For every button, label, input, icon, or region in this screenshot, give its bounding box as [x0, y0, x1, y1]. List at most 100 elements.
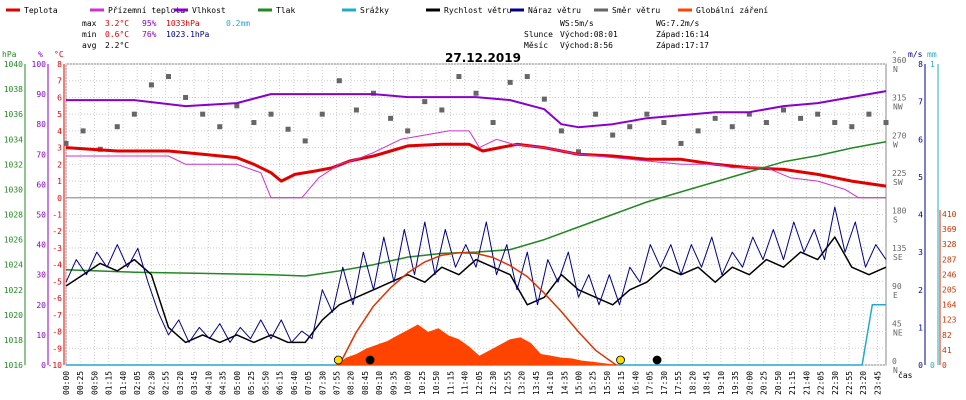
mm-unit-label: mm: [927, 50, 937, 59]
wind-dir-point: [114, 124, 120, 130]
wind-dir-point: [798, 115, 804, 121]
dir-tick-label: 180: [892, 207, 907, 216]
x-tick-label: 09:10: [375, 371, 384, 395]
legend: Teplota Přízemní teplota Vlhkost Tlak Srážky…: [6, 6, 768, 15]
wind-dir-point: [576, 149, 581, 155]
wind-dir-point: [524, 74, 530, 80]
x-tick-label: 13:20: [518, 371, 527, 395]
x-tick-label: 05:25: [247, 371, 256, 395]
sunrise-marker: [333, 355, 343, 365]
x-tick-label: 07:55: [332, 371, 341, 395]
wind-dir-point: [80, 128, 86, 134]
series-8-line: [338, 251, 617, 366]
temp-tick-label: -10: [48, 361, 63, 370]
dir-tick-label: 360: [892, 56, 907, 65]
stats-min-press: 1023.1hPa: [166, 30, 210, 39]
x-tick-label: 20:25: [760, 371, 769, 395]
x-tick-label: 20:50: [774, 371, 783, 395]
dir-tick-label: 270: [892, 131, 907, 140]
temp-tick-label: 1: [57, 177, 62, 186]
legend-label: Vlhkost: [192, 6, 226, 15]
wind-dir-point: [490, 120, 496, 126]
wind-dir-point: [302, 138, 308, 144]
pct-tick-label: 10: [36, 331, 46, 340]
wind-dir-point: [63, 140, 69, 146]
x-tick-label: 16:40: [631, 371, 640, 395]
wind-gust-info: WG:7.2m/s: [656, 19, 700, 28]
x-tick-label: 18:20: [688, 371, 697, 395]
series-3-line: [65, 141, 887, 277]
wind-dir-point: [781, 107, 786, 113]
temp-unit-label: °C: [54, 50, 64, 59]
wind-dir-point: [883, 120, 889, 126]
dir-tick-label: 45: [892, 319, 902, 328]
pct-tick-label: 20: [36, 301, 46, 310]
ms-tick-label: 3: [918, 248, 923, 257]
temp-tick-label: -8: [52, 328, 62, 337]
temp-tick-label: -5: [52, 277, 62, 286]
wind-dir-point: [217, 124, 223, 130]
stats-max-rain: 0.2mm: [226, 19, 250, 28]
temp-tick-label: 0: [57, 194, 62, 203]
series-7-area: [335, 324, 620, 365]
wind-dir-point: [729, 124, 735, 130]
ms-tick-label: 2: [918, 286, 923, 295]
x-tick-label: 17:55: [674, 371, 683, 395]
temp-tick-label: 4: [57, 127, 62, 136]
x-tick-label: 06:40: [290, 371, 299, 395]
stats-max-press: 1033hPa: [166, 19, 200, 28]
ms-unit-label: m/s: [908, 50, 923, 59]
dir-tick-label: 0: [892, 357, 897, 366]
wind-dir-point: [558, 128, 564, 134]
ms-tick-label: 0: [918, 361, 923, 370]
x-tick-label: 12:05: [475, 371, 484, 395]
ms-tick-label: 7: [918, 98, 923, 107]
temp-tick-label: -4: [52, 261, 62, 270]
stats-avg-label: avg: [82, 41, 97, 50]
mm-tick-label: 0: [930, 361, 935, 370]
mm-tick-label: 1: [930, 60, 935, 69]
x-tick-label: 22:55: [845, 371, 854, 395]
compass-label: SW: [893, 178, 903, 187]
stats-avg-temp: 2.2°C: [105, 41, 129, 50]
temp-tick-label: -7: [52, 311, 62, 320]
legend-label: Srážky: [360, 6, 389, 15]
temp-tick-label: 3: [57, 144, 62, 153]
ms-tick-label: 1: [918, 323, 923, 332]
hpa-tick-label: 1016: [4, 361, 23, 370]
wind-dir-point: [439, 107, 445, 113]
wind-dir-point: [285, 126, 291, 132]
pct-tick-label: 50: [36, 211, 46, 220]
x-tick-label: 16:15: [617, 371, 626, 395]
rad-tick-label: 328: [942, 240, 957, 249]
hpa-tick-label: 1036: [4, 110, 23, 119]
wind-dir-point: [507, 79, 513, 85]
hpa-tick-label: 1034: [4, 135, 23, 144]
x-tick-label: 11:15: [446, 371, 455, 395]
x-tick-label: 07:30: [318, 371, 327, 395]
hpa-tick-label: 1024: [4, 261, 23, 270]
x-tick-label: 09:35: [389, 371, 398, 395]
hpa-tick-label: 1018: [4, 336, 23, 345]
hpa-tick-label: 1030: [4, 185, 23, 194]
pct-tick-label: 80: [36, 120, 46, 129]
x-tick-label: 00:00: [62, 371, 71, 395]
x-tick-label: 02:30: [147, 371, 156, 395]
legend-label: Teplota: [24, 6, 58, 15]
legend-label: Směr větru: [612, 6, 660, 15]
moonset-marker: [652, 355, 662, 365]
x-tick-label: 05:50: [261, 371, 270, 395]
hpa-tick-label: 1022: [4, 286, 23, 295]
wind-dir-point: [849, 124, 855, 130]
x-tick-label: 03:20: [176, 371, 185, 395]
pct-tick-label: 40: [36, 241, 46, 250]
time-unit-label: čas: [898, 370, 913, 380]
compass-label: NE: [893, 328, 903, 337]
wind-dir-point: [473, 90, 479, 96]
x-tick-label: 03:45: [190, 371, 199, 395]
x-tick-label: 22:05: [817, 371, 826, 395]
x-tick-label: 17:30: [660, 371, 669, 395]
pct-unit-label: %: [38, 50, 43, 59]
wind-speed-info: WS:5m/s: [560, 19, 594, 28]
sun-set: Západ:16:14: [656, 30, 709, 39]
